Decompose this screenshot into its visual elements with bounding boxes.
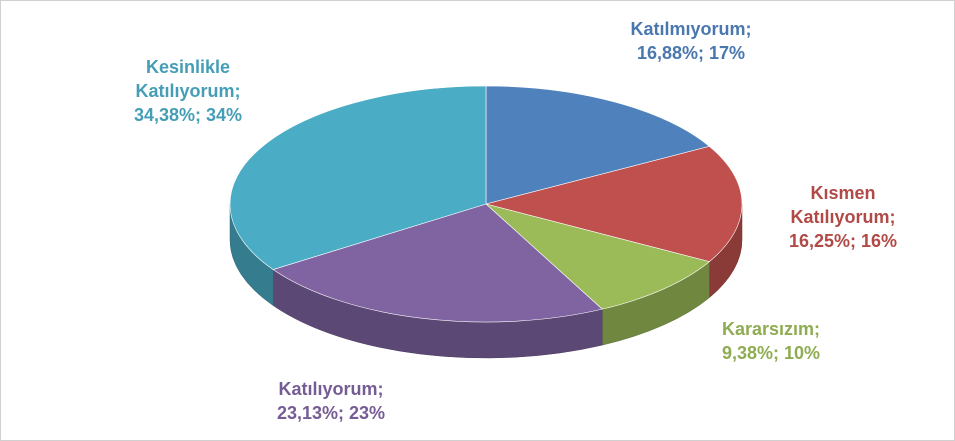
slice <box>272 203 603 323</box>
data-label: Kısmen Katılıyorum; 16,25%; 16% <box>768 181 918 253</box>
category-label: Kararsızım; <box>721 319 821 339</box>
data-label: Kararsızım; 9,38%; 10% <box>691 317 851 365</box>
data-label: Katılmıyorum; 16,88%; 17% <box>591 17 791 65</box>
value-label: 16,88%; 17% <box>636 43 746 63</box>
slice <box>485 203 711 310</box>
category-label: Katılmıyorum; <box>630 19 752 39</box>
data-label: Kesinlikle Katılıyorum; 34,38%; 34% <box>113 55 263 127</box>
data-label: Katılıyorum; 23,13%; 23% <box>231 377 431 425</box>
value-label: 34,38%; 34% <box>133 105 243 125</box>
value-label: 9,38%; 10% <box>721 343 821 363</box>
value-label: 23,13%; 23% <box>276 403 386 423</box>
category-label: Kesinlikle Katılıyorum; <box>135 57 241 101</box>
category-label: Katılıyorum; <box>278 379 384 399</box>
slice <box>485 85 711 205</box>
value-label: 16,25%; 16% <box>788 231 898 251</box>
slice <box>229 85 487 270</box>
category-label: Kısmen Katılıyorum; <box>790 183 896 227</box>
slice <box>485 146 743 262</box>
